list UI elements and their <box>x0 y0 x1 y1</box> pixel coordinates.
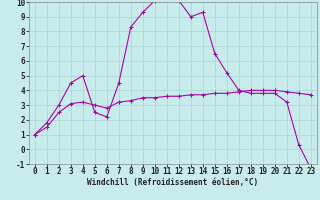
X-axis label: Windchill (Refroidissement éolien,°C): Windchill (Refroidissement éolien,°C) <box>87 178 258 187</box>
